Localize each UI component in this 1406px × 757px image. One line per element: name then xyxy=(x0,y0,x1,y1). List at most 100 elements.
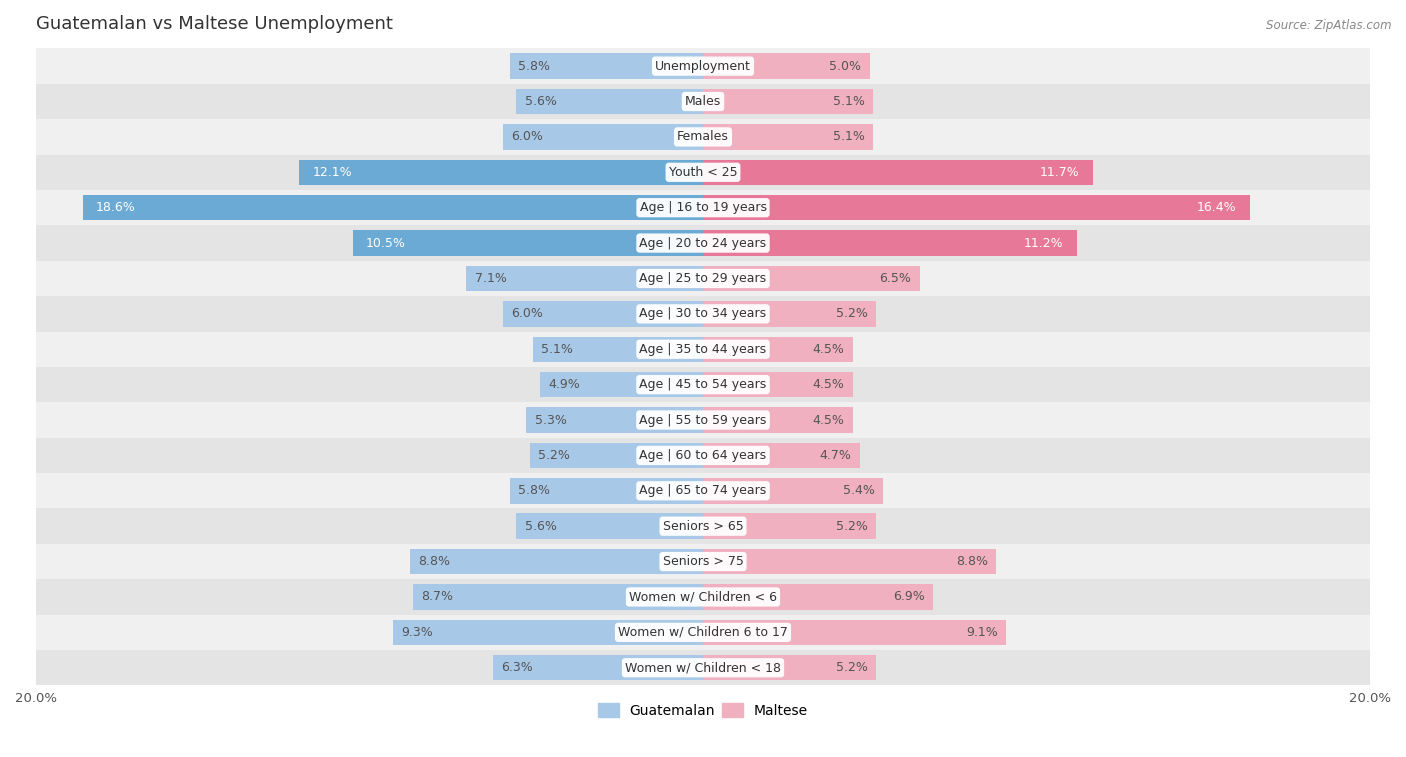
Text: 18.6%: 18.6% xyxy=(96,201,136,214)
Text: 4.7%: 4.7% xyxy=(820,449,852,462)
Text: 5.4%: 5.4% xyxy=(842,484,875,497)
Text: 4.9%: 4.9% xyxy=(548,378,579,391)
Text: 8.8%: 8.8% xyxy=(418,555,450,568)
Bar xyxy=(37,367,1369,402)
Text: 5.6%: 5.6% xyxy=(524,95,557,108)
Text: 11.2%: 11.2% xyxy=(1024,237,1063,250)
Text: Unemployment: Unemployment xyxy=(655,60,751,73)
Text: 10.5%: 10.5% xyxy=(366,237,406,250)
Text: 5.2%: 5.2% xyxy=(538,449,569,462)
Text: Age | 35 to 44 years: Age | 35 to 44 years xyxy=(640,343,766,356)
Bar xyxy=(37,332,1369,367)
Text: 9.3%: 9.3% xyxy=(401,626,433,639)
Text: 4.5%: 4.5% xyxy=(813,343,845,356)
Bar xyxy=(37,226,1369,260)
Text: 4.5%: 4.5% xyxy=(813,413,845,426)
Text: Women w/ Children 6 to 17: Women w/ Children 6 to 17 xyxy=(619,626,787,639)
Text: 5.1%: 5.1% xyxy=(832,95,865,108)
Bar xyxy=(37,438,1369,473)
Bar xyxy=(37,154,1369,190)
Bar xyxy=(83,195,703,220)
Text: Source: ZipAtlas.com: Source: ZipAtlas.com xyxy=(1267,19,1392,32)
Bar xyxy=(509,54,703,79)
Text: 5.1%: 5.1% xyxy=(541,343,574,356)
Bar xyxy=(703,655,876,681)
Text: 12.1%: 12.1% xyxy=(312,166,353,179)
Text: 16.4%: 16.4% xyxy=(1197,201,1237,214)
Bar xyxy=(703,89,873,114)
Text: 5.2%: 5.2% xyxy=(837,520,868,533)
Bar xyxy=(37,48,1369,84)
Bar xyxy=(413,584,703,609)
Bar xyxy=(503,124,703,150)
Text: 6.0%: 6.0% xyxy=(512,130,543,143)
Text: Seniors > 75: Seniors > 75 xyxy=(662,555,744,568)
Bar xyxy=(509,478,703,503)
Bar xyxy=(703,372,853,397)
Text: Seniors > 65: Seniors > 65 xyxy=(662,520,744,533)
Bar xyxy=(703,266,920,291)
Text: Guatemalan vs Maltese Unemployment: Guatemalan vs Maltese Unemployment xyxy=(37,15,392,33)
Bar xyxy=(516,89,703,114)
Text: 6.9%: 6.9% xyxy=(893,590,925,603)
Bar xyxy=(37,260,1369,296)
Bar xyxy=(703,124,873,150)
Bar xyxy=(703,230,1077,256)
Bar xyxy=(37,615,1369,650)
Bar xyxy=(703,620,1007,645)
Bar xyxy=(37,650,1369,685)
Text: 8.8%: 8.8% xyxy=(956,555,988,568)
Bar xyxy=(37,509,1369,544)
Text: Age | 30 to 34 years: Age | 30 to 34 years xyxy=(640,307,766,320)
Bar xyxy=(409,549,703,575)
Text: 5.2%: 5.2% xyxy=(837,661,868,674)
Text: Females: Females xyxy=(678,130,728,143)
Text: 8.7%: 8.7% xyxy=(422,590,453,603)
Text: Age | 55 to 59 years: Age | 55 to 59 years xyxy=(640,413,766,426)
Bar xyxy=(37,84,1369,119)
Bar xyxy=(530,443,703,468)
Bar xyxy=(299,160,703,185)
Legend: Guatemalan, Maltese: Guatemalan, Maltese xyxy=(592,697,814,723)
Bar xyxy=(37,579,1369,615)
Text: Youth < 25: Youth < 25 xyxy=(669,166,737,179)
Text: 7.1%: 7.1% xyxy=(475,272,506,285)
Text: 5.0%: 5.0% xyxy=(830,60,862,73)
Text: 5.2%: 5.2% xyxy=(837,307,868,320)
Text: 6.0%: 6.0% xyxy=(512,307,543,320)
Bar xyxy=(37,119,1369,154)
Text: Males: Males xyxy=(685,95,721,108)
Text: Age | 25 to 29 years: Age | 25 to 29 years xyxy=(640,272,766,285)
Bar xyxy=(37,473,1369,509)
Bar xyxy=(353,230,703,256)
Bar xyxy=(703,195,1250,220)
Bar xyxy=(703,478,883,503)
Bar xyxy=(37,190,1369,226)
Bar xyxy=(37,544,1369,579)
Bar xyxy=(37,402,1369,438)
Text: 11.7%: 11.7% xyxy=(1040,166,1080,179)
Text: Age | 20 to 24 years: Age | 20 to 24 years xyxy=(640,237,766,250)
Bar xyxy=(37,296,1369,332)
Bar xyxy=(516,513,703,539)
Text: 6.5%: 6.5% xyxy=(880,272,911,285)
Text: 9.1%: 9.1% xyxy=(966,626,998,639)
Text: Age | 60 to 64 years: Age | 60 to 64 years xyxy=(640,449,766,462)
Bar xyxy=(540,372,703,397)
Bar xyxy=(703,160,1094,185)
Text: 5.3%: 5.3% xyxy=(534,413,567,426)
Bar xyxy=(467,266,703,291)
Text: Age | 45 to 54 years: Age | 45 to 54 years xyxy=(640,378,766,391)
Text: 5.8%: 5.8% xyxy=(517,60,550,73)
Bar xyxy=(703,584,934,609)
Text: Women w/ Children < 6: Women w/ Children < 6 xyxy=(628,590,778,603)
Bar xyxy=(703,513,876,539)
Text: Age | 16 to 19 years: Age | 16 to 19 years xyxy=(640,201,766,214)
Text: Age | 65 to 74 years: Age | 65 to 74 years xyxy=(640,484,766,497)
Bar xyxy=(703,301,876,326)
Bar xyxy=(703,337,853,362)
Bar xyxy=(392,620,703,645)
Bar xyxy=(533,337,703,362)
Text: 6.3%: 6.3% xyxy=(501,661,533,674)
Text: 4.5%: 4.5% xyxy=(813,378,845,391)
